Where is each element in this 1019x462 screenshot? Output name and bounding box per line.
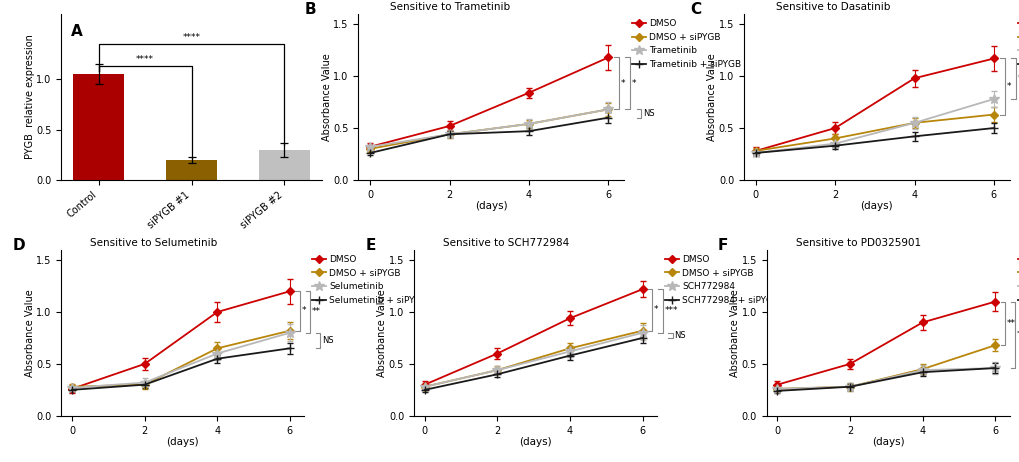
X-axis label: (days): (days) (166, 437, 199, 447)
Text: **: ** (312, 308, 320, 316)
Y-axis label: Absorbance Value: Absorbance Value (707, 53, 716, 141)
X-axis label: (days): (days) (519, 437, 551, 447)
Text: Sensitive to PD0325901: Sensitive to PD0325901 (795, 237, 920, 248)
Bar (73, 74, 124, 180)
Text: D: D (12, 238, 25, 253)
Y-axis label: Absorbance Value: Absorbance Value (321, 53, 331, 141)
Text: A: A (70, 24, 83, 39)
Text: *: * (1006, 82, 1010, 91)
Legend: DMSO, DMSO + siPYGB, Dasatinib, Dasatinib siPYGB: DMSO, DMSO + siPYGB, Dasatinib, Dasatini… (1016, 18, 1019, 70)
Legend: DMSO, DMSO + siPYGB, Trametinib, Trametinib + siPYGB: DMSO, DMSO + siPYGB, Trametinib, Trameti… (631, 18, 742, 70)
Text: *: * (621, 79, 625, 88)
Text: **: ** (1017, 74, 1019, 83)
Legend: DMSO, DMSO + siPYGB, PD0325901, PD0325901 + siPYGB: DMSO, DMSO + siPYGB, PD0325901, PD032590… (1016, 254, 1019, 305)
X-axis label: (days): (days) (871, 437, 904, 447)
Text: NS: NS (322, 336, 333, 345)
Text: **,***: **,*** (1016, 330, 1019, 339)
Legend: DMSO, DMSO + siPYGB, SCH772984, SCH772984 + siPYGB: DMSO, DMSO + siPYGB, SCH772984, SCH77298… (663, 254, 780, 305)
Text: B: B (305, 2, 317, 17)
Text: F: F (717, 238, 728, 253)
Text: Sensitive to SCH772984: Sensitive to SCH772984 (442, 237, 569, 248)
Text: *: * (302, 306, 306, 316)
Y-axis label: Absorbance Value: Absorbance Value (377, 289, 387, 377)
Text: *: * (632, 79, 636, 88)
Text: **: ** (1006, 319, 1015, 328)
Text: Sensitive to Selumetinib: Sensitive to Selumetinib (91, 237, 217, 248)
Text: *: * (653, 305, 658, 315)
X-axis label: (days): (days) (860, 201, 893, 211)
Bar (166, 160, 217, 180)
Text: ****: **** (136, 55, 154, 64)
Bar (259, 150, 310, 180)
Text: Sensitive to Dasatinib: Sensitive to Dasatinib (775, 2, 890, 12)
Text: E: E (365, 238, 375, 253)
Text: ***: *** (663, 306, 678, 316)
Legend: DMSO, DMSO + siPYGB, Selumetinib, Selumetinib + siPYGB: DMSO, DMSO + siPYGB, Selumetinib, Selume… (311, 254, 429, 305)
Text: NS: NS (674, 331, 686, 340)
X-axis label: (days): (days) (475, 201, 507, 211)
Y-axis label: Absorbance Value: Absorbance Value (730, 289, 740, 377)
Text: Sensitive to Trametinib: Sensitive to Trametinib (390, 2, 510, 12)
Text: C: C (690, 2, 701, 17)
Text: NS: NS (643, 109, 654, 118)
Text: ****: **** (182, 33, 201, 42)
Y-axis label: PYGB  relative expression: PYGB relative expression (24, 35, 35, 159)
Y-axis label: Absorbance Value: Absorbance Value (24, 289, 35, 377)
